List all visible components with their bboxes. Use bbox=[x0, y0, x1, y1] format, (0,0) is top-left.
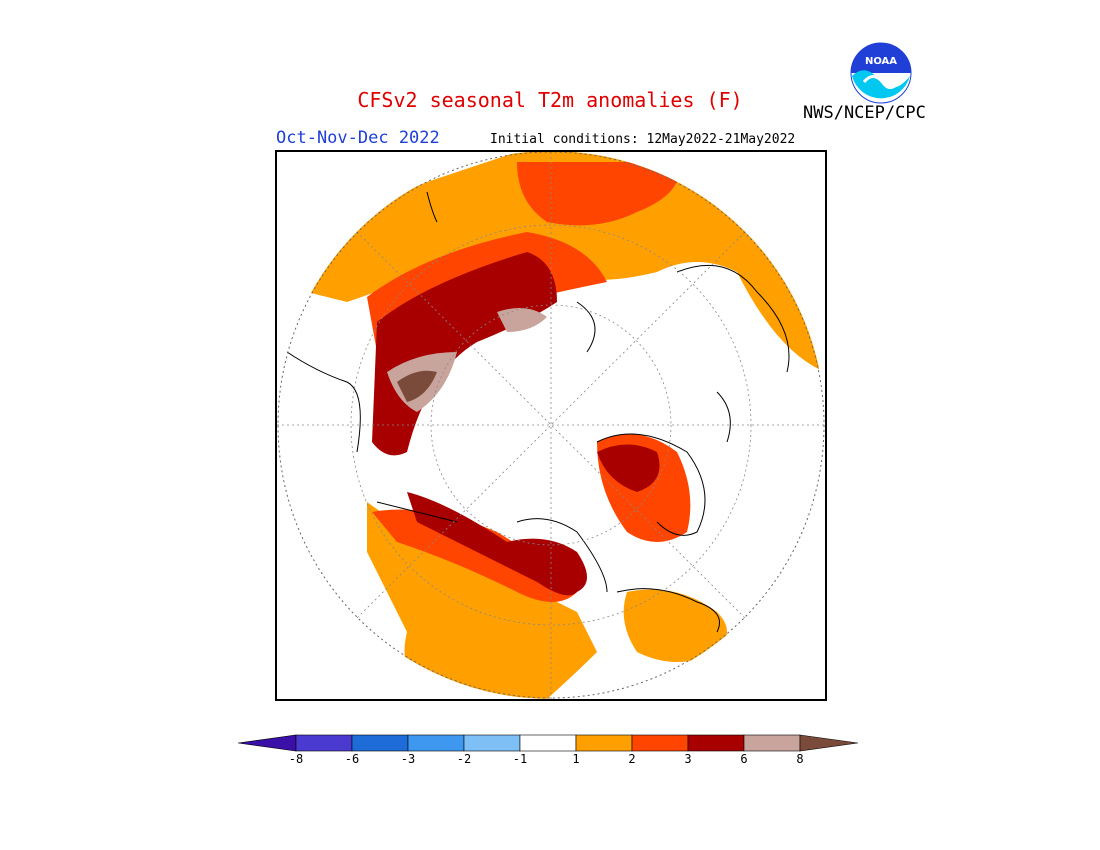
colorbar-tick-label: 3 bbox=[684, 752, 692, 766]
colorbar-arrow-high bbox=[799, 734, 859, 752]
colorbar-swatch bbox=[463, 734, 521, 752]
initial-conditions-label: Initial conditions: 12May2022-21May2022 bbox=[490, 132, 796, 147]
colorbar-tick-label: -2 bbox=[456, 752, 472, 766]
anomaly-region-3-6 bbox=[507, 538, 587, 592]
colorbar-swatch bbox=[687, 734, 745, 752]
polar-map bbox=[275, 150, 827, 701]
colorbar-tick-label: 2 bbox=[628, 752, 636, 766]
colorbar-arrow-low bbox=[237, 734, 297, 752]
colorbar-tick-label: 8 bbox=[796, 752, 804, 766]
coastlines bbox=[286, 191, 790, 633]
anomaly-region-6-8 bbox=[497, 308, 547, 332]
season-label: Oct-Nov-Dec 2022 bbox=[276, 128, 440, 148]
anomaly-region-3-6 bbox=[597, 444, 660, 492]
colorbar-swatch bbox=[351, 734, 409, 752]
agency-label: NWS/NCEP/CPC bbox=[803, 103, 926, 123]
colorbar-swatch bbox=[519, 734, 577, 752]
colorbar-tick-label: -8 bbox=[288, 752, 304, 766]
colorbar-tick-label: 1 bbox=[572, 752, 580, 766]
colorbar-swatch bbox=[631, 734, 689, 752]
map-title: CFSv2 seasonal T2m anomalies (F) bbox=[357, 88, 743, 112]
colorbar-tick-label: -6 bbox=[344, 752, 360, 766]
colorbar-tick-label: -3 bbox=[400, 752, 416, 766]
anomaly-region-2-3 bbox=[517, 162, 679, 226]
colorbar bbox=[237, 732, 862, 758]
anomaly-region-1-2 bbox=[623, 589, 727, 662]
colorbar-swatch bbox=[743, 734, 801, 752]
anomaly-region-gt8 bbox=[397, 370, 437, 402]
colorbar-tick-label: -1 bbox=[512, 752, 528, 766]
noaa-logo: NOAA bbox=[850, 42, 912, 104]
graticule bbox=[277, 152, 825, 699]
colorbar-swatch bbox=[575, 734, 633, 752]
anomaly-region-2-3 bbox=[372, 509, 577, 602]
noaa-logo-text: NOAA bbox=[865, 56, 897, 67]
colorbar-swatch bbox=[295, 734, 353, 752]
colorbar-swatch bbox=[407, 734, 465, 752]
colorbar-tick-label: 6 bbox=[740, 752, 748, 766]
map-outer-circle bbox=[277, 152, 825, 699]
